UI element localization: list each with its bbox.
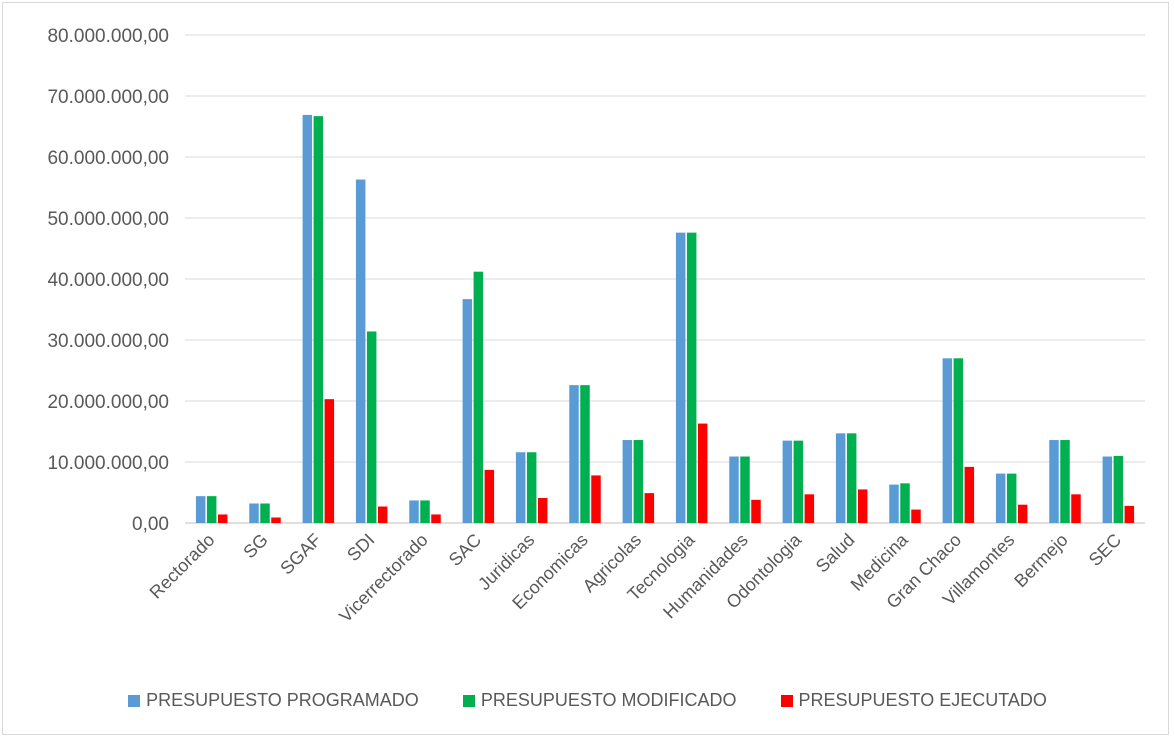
x-tick-label: SGAF (276, 530, 325, 579)
bar-modificado-sec (1113, 455, 1124, 523)
bar-ejecutado-sg (271, 517, 281, 523)
bar-ejecutado-tecnologia (697, 423, 708, 523)
bar-programado-agricolas (622, 440, 633, 523)
legend-item-modificado: PRESUPUESTO MODIFICADO (462, 690, 737, 711)
bar-programado-sgaf (302, 114, 313, 523)
y-tick-label: 70.000.000,00 (47, 87, 169, 108)
legend-item-ejecutado: PRESUPUESTO EJECUTADO (780, 690, 1047, 711)
bar-ejecutado-agricolas (644, 493, 655, 523)
bar-modificado-sg (260, 503, 270, 523)
bar-modificado-humanidades (740, 456, 750, 523)
bar-programado-humanidades (729, 456, 739, 523)
bar-programado-economicas (569, 385, 579, 523)
bar-modificado-gran-chaco (953, 358, 964, 523)
bar-ejecutado-rectorado (217, 514, 228, 523)
y-tick-label: 60.000.000,00 (47, 148, 169, 169)
bar-ejecutado-sgaf (324, 399, 335, 523)
bar-modificado-juridicas (526, 452, 537, 523)
y-tick-label: 10.000.000,00 (47, 453, 169, 474)
bars (195, 114, 1135, 523)
bar-modificado-tecnologia (686, 232, 697, 523)
x-tick-label: Bermejo (1010, 530, 1072, 592)
bar-programado-bermejo (1049, 440, 1059, 523)
x-tick-label: SG (239, 530, 272, 563)
x-tick-label: Salud (812, 530, 859, 577)
bar-programado-sec (1102, 456, 1113, 523)
bar-ejecutado-economicas (591, 475, 601, 523)
bar-ejecutado-sec (1124, 505, 1135, 523)
bar-ejecutado-juridicas (537, 497, 548, 523)
bar-ejecutado-humanidades (751, 499, 761, 523)
bar-programado-sg (249, 503, 259, 523)
bar-ejecutado-villamontes (1017, 504, 1028, 523)
y-tick-label: 30.000.000,00 (47, 331, 169, 352)
bar-programado-salud (835, 433, 846, 523)
bar-programado-villamontes (995, 473, 1006, 523)
bar-modificado-villamontes (1006, 473, 1017, 523)
bar-programado-medicina (889, 484, 899, 523)
y-tick-label: 40.000.000,00 (47, 270, 169, 291)
bar-modificado-rectorado (206, 496, 217, 523)
bar-modificado-sac (473, 271, 484, 523)
legend-swatch-ejecutado (780, 694, 793, 707)
bar-ejecutado-bermejo (1071, 494, 1081, 523)
bar-ejecutado-medicina (911, 509, 921, 523)
bar-ejecutado-sac (484, 469, 495, 523)
bar-programado-sac (462, 299, 473, 523)
gridlines (185, 34, 1145, 524)
bar-programado-vicerrectorado (409, 500, 419, 523)
bar-modificado-vicerrectorado (420, 500, 430, 523)
bar-programado-sdi (355, 179, 366, 523)
legend-swatch-modificado (462, 694, 475, 707)
bar-modificado-bermejo (1060, 440, 1070, 523)
x-tick-label: SAC (445, 530, 485, 570)
y-tick-label: 80.000.000,00 (47, 26, 169, 47)
bar-programado-rectorado (195, 496, 206, 523)
legend-label-programado: PRESUPUESTO PROGRAMADO (146, 690, 419, 710)
legend-item-programado: PRESUPUESTO PROGRAMADO (128, 690, 419, 711)
bar-ejecutado-salud (857, 489, 868, 523)
legend-swatch-programado (128, 694, 141, 707)
bar-modificado-economicas (580, 385, 590, 523)
x-tick-label: SDI (343, 530, 378, 565)
bar-programado-juridicas (515, 452, 526, 523)
bar-ejecutado-sdi (377, 506, 388, 523)
y-tick-label: 50.000.000,00 (47, 209, 169, 230)
legend-label-ejecutado: PRESUPUESTO EJECUTADO (798, 690, 1047, 710)
y-tick-label: 20.000.000,00 (47, 392, 169, 413)
bar-modificado-agricolas (633, 440, 644, 523)
legend-label-modificado: PRESUPUESTO MODIFICADO (480, 690, 737, 710)
bar-ejecutado-vicerrectorado (431, 514, 441, 523)
y-tick-label: 0,00 (132, 514, 169, 535)
bar-programado-gran-chaco (942, 358, 953, 523)
bar-modificado-salud (846, 433, 857, 523)
bar-ejecutado-gran-chaco (964, 466, 975, 523)
bar-modificado-odontologia (793, 440, 804, 523)
bar-modificado-sgaf (313, 116, 324, 523)
bar-modificado-medicina (900, 483, 910, 523)
bar-modificado-sdi (366, 331, 377, 523)
legend: PRESUPUESTO PROGRAMADO PRESUPUESTO MODIF… (0, 690, 1175, 711)
bar-programado-odontologia (782, 440, 793, 523)
bar-programado-tecnologia (675, 232, 686, 523)
bar-ejecutado-odontologia (804, 494, 815, 523)
x-tick-label: SEC (1085, 530, 1125, 570)
y-axis-tick-labels: 0,00 10.000.000,00 20.000.000,00 30.000.000… (47, 26, 169, 535)
x-tick-label: Rectorado (146, 530, 219, 603)
